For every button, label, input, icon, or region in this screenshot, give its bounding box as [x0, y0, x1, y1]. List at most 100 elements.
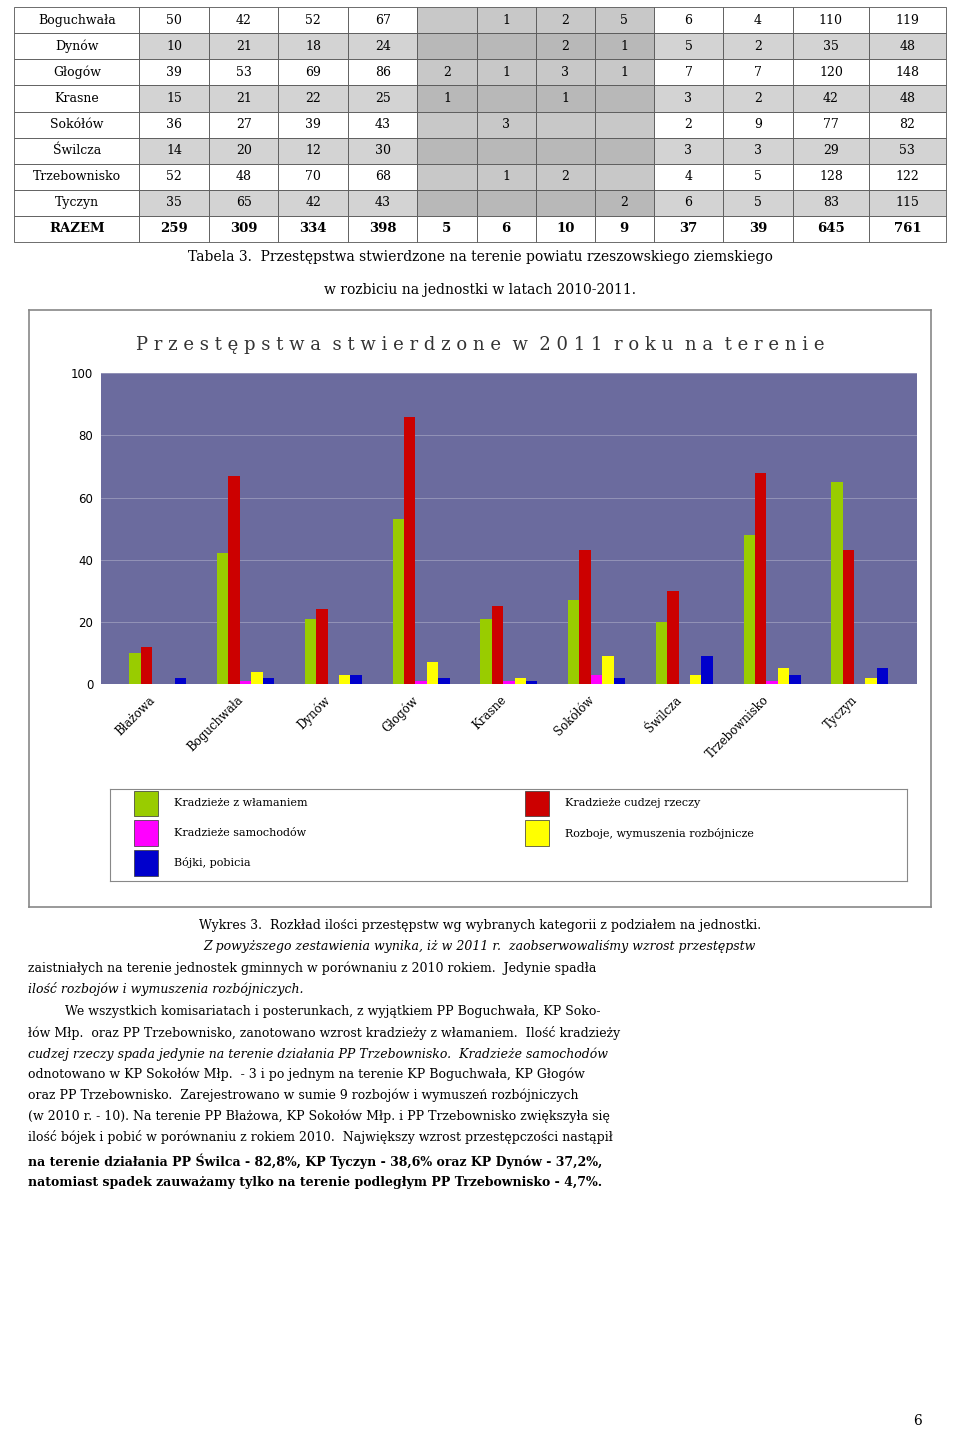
Text: 645: 645 [817, 222, 845, 235]
Text: 761: 761 [894, 222, 922, 235]
Text: We wszystkich komisariatach i posterunkach, z wyjątkiem PP Boguchwała, KP Soko-: We wszystkich komisariatach i posterunka… [65, 1005, 601, 1018]
Bar [209, 7, 278, 33]
Text: 309: 309 [230, 222, 257, 235]
Bar [175, 678, 186, 684]
Bar [654, 164, 723, 190]
Text: 398: 398 [369, 222, 396, 235]
Text: 42: 42 [236, 14, 252, 27]
Text: Kradzieże cudzej rzeczy: Kradzieże cudzej rzeczy [564, 798, 700, 808]
Text: 1: 1 [502, 14, 510, 27]
Text: Tyczyn: Tyczyn [55, 196, 99, 209]
Bar [139, 138, 209, 164]
Bar [536, 7, 594, 33]
Bar [869, 216, 946, 242]
Text: Trzebownisko: Trzebownisko [33, 170, 121, 183]
Text: 120: 120 [819, 66, 843, 79]
Bar [654, 216, 723, 242]
Text: 39: 39 [305, 118, 322, 131]
Text: ilość ​rozbojów i wymuszenia rozbójniczych.: ilość ​rozbojów i wymuszenia rozbójniczy… [29, 982, 304, 996]
Bar [130, 652, 141, 684]
Bar [723, 59, 793, 85]
Bar [139, 85, 209, 111]
Text: 48: 48 [900, 40, 916, 53]
Bar [263, 678, 275, 684]
Bar [667, 590, 679, 684]
Text: 2: 2 [562, 170, 569, 183]
Bar [480, 619, 492, 684]
Text: 2: 2 [620, 196, 628, 209]
Bar [869, 111, 946, 138]
Bar [209, 59, 278, 85]
Text: 1: 1 [620, 66, 628, 79]
Text: 7: 7 [684, 66, 692, 79]
Text: 10: 10 [556, 222, 574, 235]
Text: 24: 24 [374, 40, 391, 53]
Bar [793, 111, 869, 138]
Bar [418, 85, 476, 111]
Text: 69: 69 [305, 66, 322, 79]
Bar [393, 520, 404, 684]
Bar [831, 482, 843, 684]
Bar [278, 138, 348, 164]
Bar [404, 416, 416, 684]
Text: 2: 2 [754, 92, 762, 105]
Bar [536, 164, 594, 190]
Text: 2: 2 [684, 118, 692, 131]
Text: 259: 259 [160, 222, 188, 235]
Bar [14, 138, 139, 164]
Text: 12: 12 [305, 144, 322, 157]
Text: 35: 35 [823, 40, 839, 53]
Bar [141, 647, 152, 684]
Bar [793, 85, 869, 111]
Text: RAZEM: RAZEM [49, 222, 105, 235]
Bar [14, 164, 139, 190]
Bar [134, 791, 158, 816]
Bar [723, 216, 793, 242]
Bar [793, 59, 869, 85]
Bar [476, 85, 536, 111]
Bar [526, 681, 538, 684]
Bar [418, 138, 476, 164]
Bar [525, 821, 549, 847]
Bar [723, 190, 793, 216]
Bar [476, 59, 536, 85]
Bar [654, 33, 723, 59]
Bar [348, 33, 418, 59]
Text: 9: 9 [619, 222, 629, 235]
Bar [594, 111, 654, 138]
Bar [278, 190, 348, 216]
Text: cudzej rzeczy spada jedynie na terenie działania PP Trzebownisko.  Kradzieże sam: cudzej rzeczy spada jedynie na terenie d… [29, 1047, 609, 1060]
Text: Krasne: Krasne [55, 92, 99, 105]
Text: Wykres 3.  Rozkład ilości przestępstw wg wybranych kategorii z podziałem na jedn: Wykres 3. Rozkład ilości przestępstw wg … [199, 919, 761, 932]
Text: 10: 10 [166, 40, 182, 53]
Text: 5: 5 [754, 170, 762, 183]
Bar [139, 164, 209, 190]
Text: 4: 4 [754, 14, 762, 27]
Bar [789, 675, 801, 684]
Text: 1: 1 [562, 92, 569, 105]
Bar [594, 59, 654, 85]
Bar [209, 164, 278, 190]
Text: 1: 1 [502, 66, 510, 79]
Text: 37: 37 [680, 222, 698, 235]
Text: 4: 4 [684, 170, 692, 183]
Bar [14, 190, 139, 216]
Bar [476, 190, 536, 216]
Bar [134, 850, 158, 876]
Bar [723, 85, 793, 111]
Bar [476, 7, 536, 33]
Text: 5: 5 [443, 222, 451, 235]
Text: 70: 70 [305, 170, 322, 183]
Bar [418, 164, 476, 190]
Bar [536, 85, 594, 111]
Bar [348, 85, 418, 111]
Bar [476, 111, 536, 138]
Bar [476, 164, 536, 190]
Bar [536, 111, 594, 138]
Text: 128: 128 [819, 170, 843, 183]
Text: 5: 5 [754, 196, 762, 209]
Text: 36: 36 [166, 118, 182, 131]
Text: 18: 18 [305, 40, 322, 53]
Text: 6: 6 [684, 14, 692, 27]
Text: natomiast spadek zauważamy tylko na terenie podległym PP Trzebownisko - 4,7%.: natomiast spadek zauważamy tylko na tere… [29, 1176, 603, 1189]
